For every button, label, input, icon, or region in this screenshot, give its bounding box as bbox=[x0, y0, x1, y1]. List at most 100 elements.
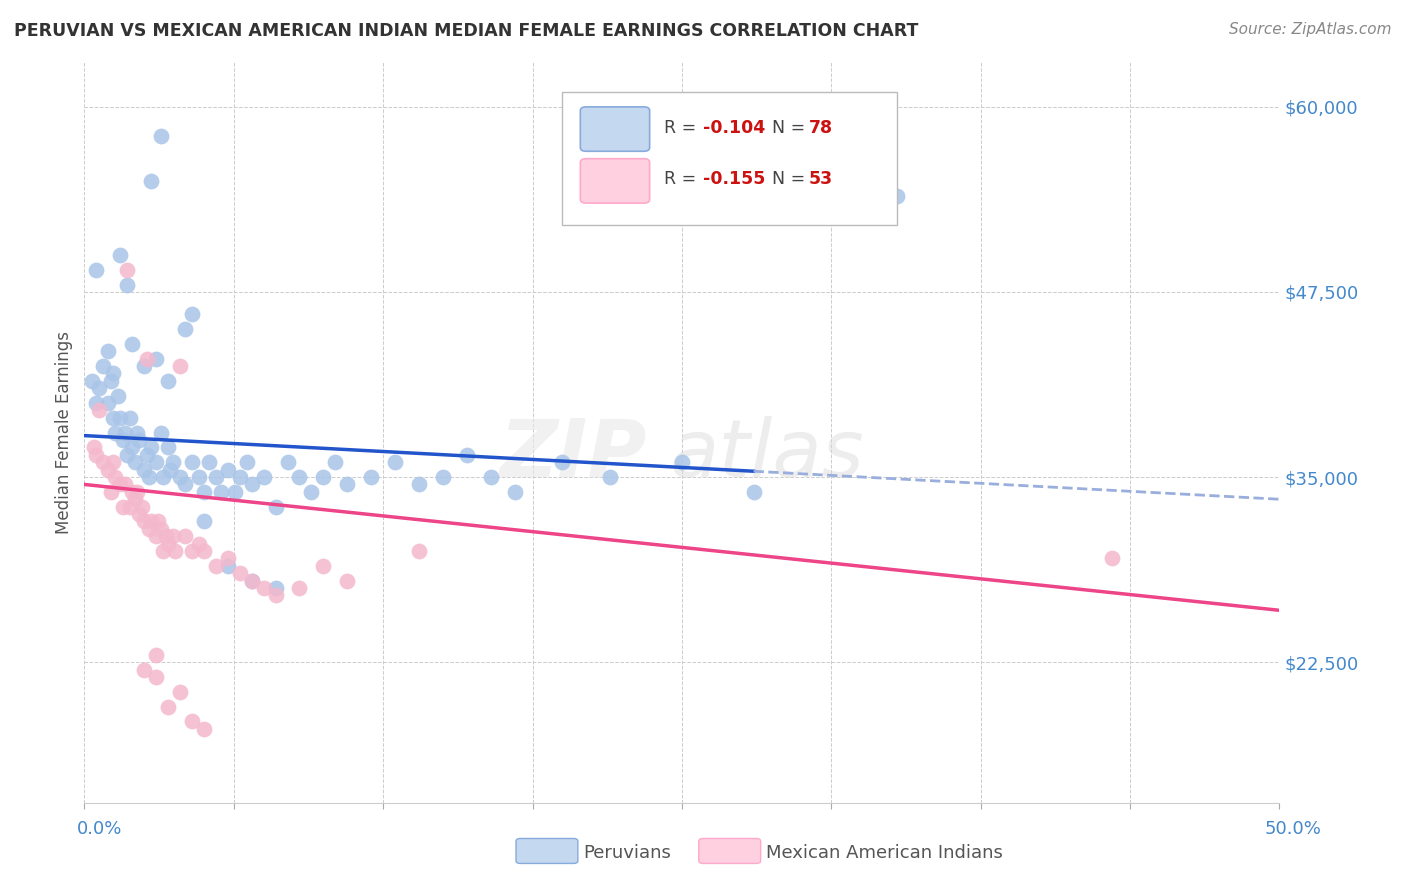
Point bbox=[742, 484, 765, 499]
Point bbox=[240, 574, 263, 588]
Point bbox=[408, 477, 430, 491]
Point bbox=[80, 374, 103, 388]
Point bbox=[121, 441, 143, 455]
Point bbox=[110, 248, 132, 262]
Point bbox=[181, 544, 204, 558]
Point bbox=[83, 441, 105, 455]
Point bbox=[118, 410, 141, 425]
Point bbox=[101, 367, 124, 381]
Text: -0.104: -0.104 bbox=[703, 119, 766, 136]
Point bbox=[132, 663, 156, 677]
Point bbox=[86, 396, 108, 410]
Text: Source: ZipAtlas.com: Source: ZipAtlas.com bbox=[1229, 22, 1392, 37]
Point bbox=[162, 529, 184, 543]
Point bbox=[93, 455, 115, 469]
Point bbox=[479, 470, 502, 484]
Point bbox=[288, 470, 311, 484]
Point bbox=[253, 470, 276, 484]
Point bbox=[229, 470, 252, 484]
Point bbox=[288, 581, 311, 595]
Point bbox=[135, 448, 157, 462]
Point bbox=[128, 507, 150, 521]
Point bbox=[193, 544, 215, 558]
Text: Mexican American Indians: Mexican American Indians bbox=[766, 844, 1002, 862]
Point bbox=[141, 441, 163, 455]
Point bbox=[193, 515, 215, 529]
Point bbox=[181, 307, 204, 321]
Point bbox=[131, 500, 153, 514]
Point bbox=[301, 484, 323, 499]
Point bbox=[157, 536, 180, 550]
Point bbox=[132, 359, 156, 373]
Text: N =: N = bbox=[772, 119, 810, 136]
Point bbox=[229, 566, 252, 581]
Point bbox=[188, 470, 211, 484]
Point bbox=[118, 500, 141, 514]
Point bbox=[141, 515, 163, 529]
Point bbox=[1101, 551, 1123, 566]
Point bbox=[217, 551, 239, 566]
Point bbox=[124, 455, 146, 469]
Text: 53: 53 bbox=[808, 170, 832, 188]
Point bbox=[157, 441, 180, 455]
Point bbox=[188, 536, 211, 550]
Text: atlas: atlas bbox=[671, 416, 865, 494]
Point bbox=[551, 455, 574, 469]
Point bbox=[173, 322, 195, 336]
Point bbox=[117, 277, 139, 292]
Point bbox=[100, 484, 122, 499]
Point bbox=[104, 425, 127, 440]
Point bbox=[236, 455, 259, 469]
Point bbox=[224, 484, 246, 499]
Point bbox=[135, 351, 157, 366]
Point bbox=[125, 425, 148, 440]
Point bbox=[93, 359, 115, 373]
Point bbox=[169, 685, 191, 699]
Point bbox=[205, 558, 228, 573]
Point bbox=[141, 174, 163, 188]
Point bbox=[325, 455, 347, 469]
Point bbox=[253, 581, 276, 595]
Point bbox=[384, 455, 406, 469]
Point bbox=[145, 648, 167, 662]
Point bbox=[264, 500, 287, 514]
Point bbox=[145, 670, 167, 684]
Point bbox=[145, 351, 167, 366]
Point bbox=[157, 699, 180, 714]
Point bbox=[173, 529, 195, 543]
Point bbox=[152, 470, 174, 484]
Point bbox=[117, 448, 139, 462]
Point bbox=[181, 455, 204, 469]
Point bbox=[149, 522, 172, 536]
FancyBboxPatch shape bbox=[581, 159, 650, 203]
Point bbox=[152, 544, 174, 558]
Point bbox=[87, 381, 110, 395]
Point bbox=[86, 262, 108, 277]
Point bbox=[169, 470, 191, 484]
Text: R =: R = bbox=[664, 170, 702, 188]
Point bbox=[97, 462, 120, 476]
Point bbox=[117, 262, 139, 277]
Point bbox=[101, 410, 124, 425]
Point bbox=[503, 484, 526, 499]
Point bbox=[162, 455, 184, 469]
Point bbox=[193, 484, 215, 499]
Point bbox=[209, 484, 232, 499]
Point bbox=[277, 455, 299, 469]
Point bbox=[312, 470, 335, 484]
Point bbox=[124, 492, 146, 507]
Point bbox=[360, 470, 382, 484]
Point bbox=[312, 558, 335, 573]
Point bbox=[86, 448, 108, 462]
Text: -0.155: -0.155 bbox=[703, 170, 766, 188]
Point bbox=[128, 433, 150, 447]
Text: ZIP: ZIP bbox=[499, 416, 647, 494]
Point bbox=[336, 477, 359, 491]
Point bbox=[110, 410, 132, 425]
Point bbox=[240, 574, 263, 588]
Y-axis label: Median Female Earnings: Median Female Earnings bbox=[55, 331, 73, 534]
Point bbox=[148, 515, 170, 529]
Point bbox=[111, 433, 134, 447]
Point bbox=[111, 500, 134, 514]
Point bbox=[104, 470, 127, 484]
